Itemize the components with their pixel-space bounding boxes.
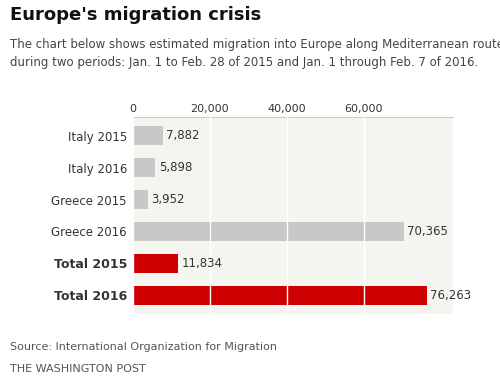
Text: 7,882: 7,882 <box>166 129 200 142</box>
Bar <box>132 286 426 305</box>
Text: 70,365: 70,365 <box>408 225 448 238</box>
Bar <box>132 190 148 209</box>
Text: 76,263: 76,263 <box>430 289 471 302</box>
Text: Europe's migration crisis: Europe's migration crisis <box>10 6 261 24</box>
Text: The chart below shows estimated migration into Europe along Mediterranean routes: The chart below shows estimated migratio… <box>10 38 500 69</box>
Text: 3,952: 3,952 <box>151 193 184 206</box>
Bar <box>132 126 163 145</box>
Text: 11,834: 11,834 <box>182 257 222 270</box>
Bar <box>132 158 155 177</box>
Bar <box>132 254 178 273</box>
Text: 5,898: 5,898 <box>158 161 192 174</box>
Bar <box>132 222 404 241</box>
Text: THE WASHINGTON POST: THE WASHINGTON POST <box>10 364 146 373</box>
Text: Source: International Organization for Migration: Source: International Organization for M… <box>10 342 277 352</box>
